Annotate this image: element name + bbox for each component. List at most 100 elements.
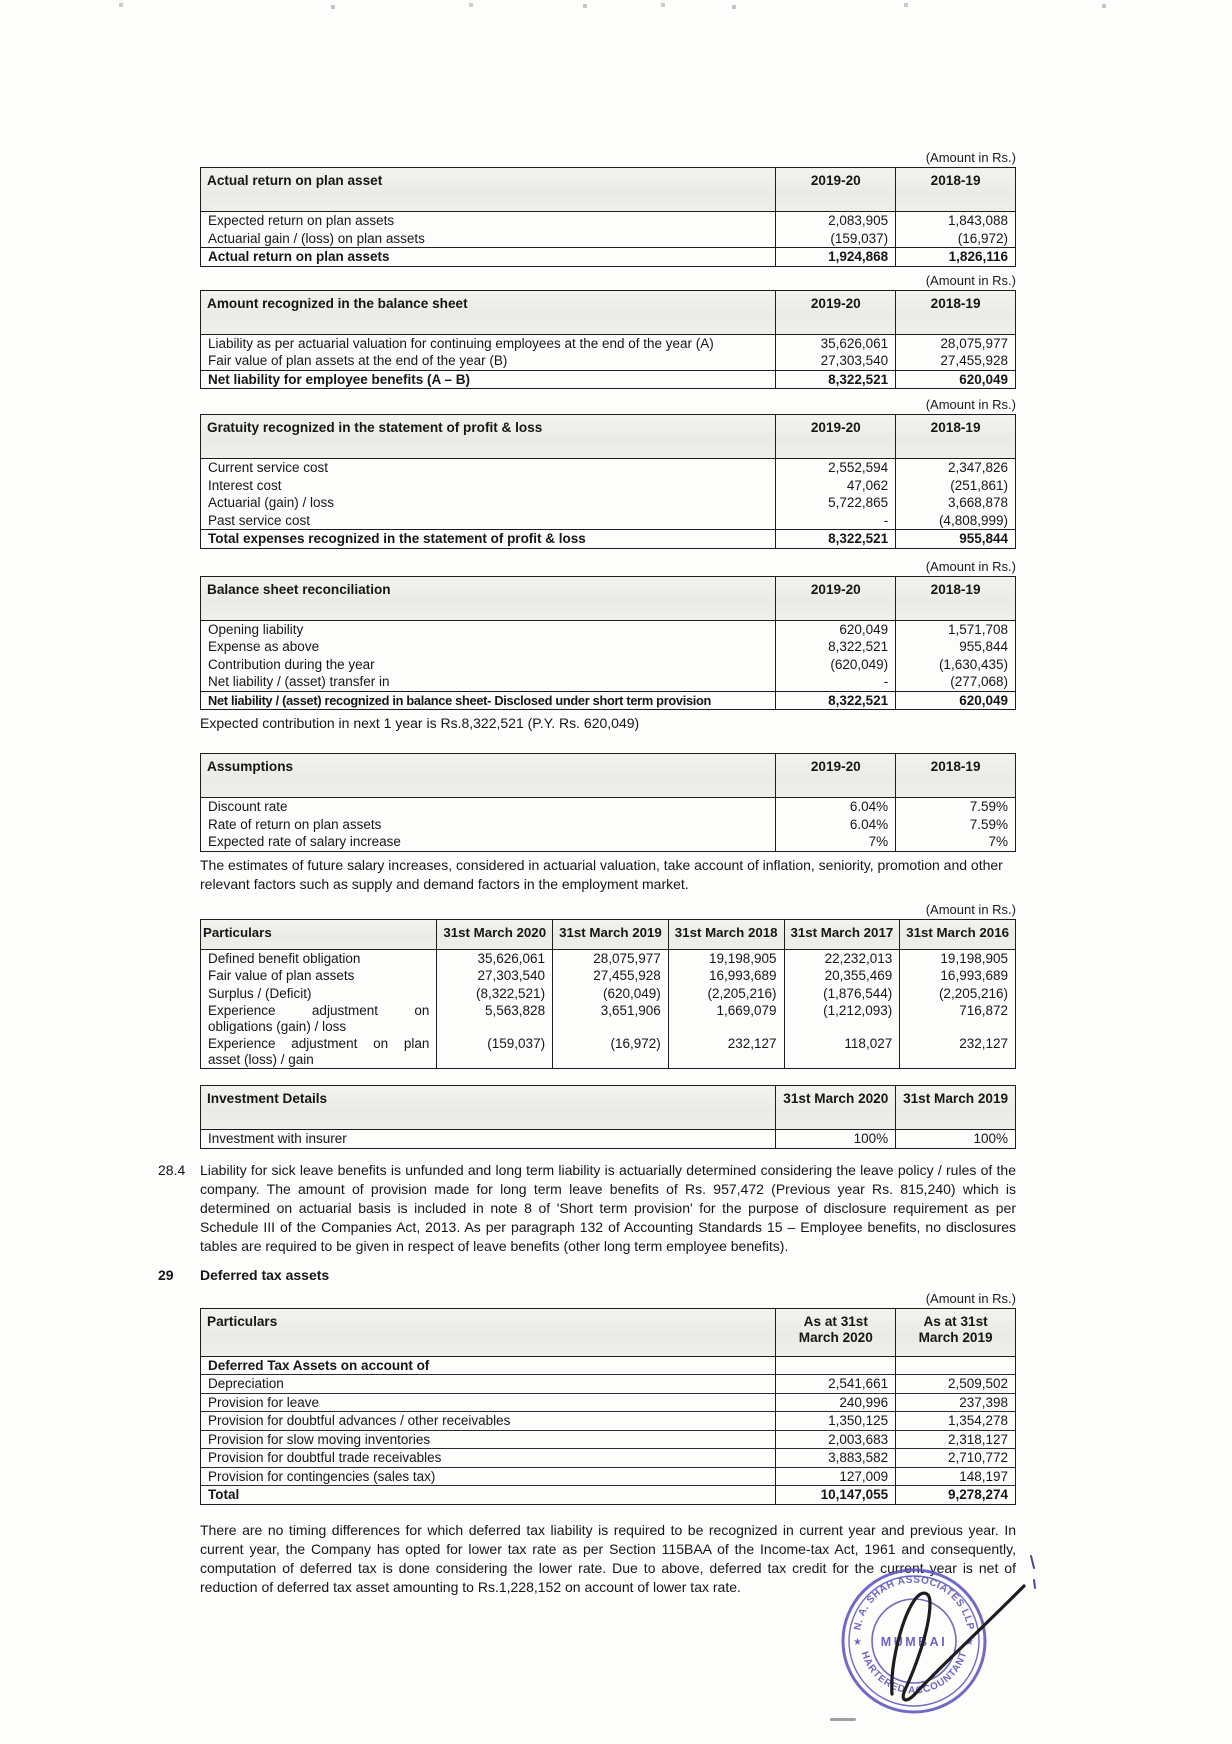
assumptions-table: Assumptions 2019-20 2018-19 Discount rate 6.…: [200, 753, 1016, 852]
row-label: Expense as above: [208, 639, 320, 654]
stamp-bottom-text: CHARTERED ACCOUNTANTS: [822, 1538, 969, 1696]
cell-value: 2,347,826: [895, 458, 1016, 477]
cell-value: 5,563,828: [436, 1002, 553, 1035]
cell-value: 2,083,905: [775, 211, 896, 230]
column-header: 31st March 2016: [899, 919, 1016, 950]
signature-stroke: [890, 1584, 1026, 1702]
table-header-row: Particulars As at 31st March 2020 As at 31…: [200, 1308, 1016, 1357]
cell-value: (2,205,216): [667, 984, 785, 1002]
column-header: 2018-19: [895, 167, 1016, 212]
cell-value: -: [775, 511, 896, 530]
row-label: Actuarial (gain) / loss: [208, 495, 335, 510]
table-row: Expected return on plan assets 2,083,905 1…: [201, 211, 1016, 230]
balance-sheet-reconciliation-table: Balance sheet reconciliation 2019-20 2018-…: [200, 575, 1016, 710]
row-label: Provision for leave: [200, 1393, 776, 1412]
actual-return-table: Actual return on plan asset 2019-20 2018-1…: [200, 167, 1016, 267]
cell-value: (1,212,093): [783, 1002, 900, 1035]
table-row: Total expenses recognized in the stateme…: [200, 529, 1016, 548]
row-label: Surplus / (Deficit): [208, 985, 312, 1001]
table-row: Net liability / (asset) recognized in ba…: [200, 690, 1016, 710]
cell-value: 16,993,689: [899, 967, 1016, 985]
auditor-stamp: N. A. SHAH ASSOCIATES LLP CHARTERED ACCO…: [822, 1538, 1056, 1732]
table-row: Experience adjustment on obligations (ga…: [201, 1002, 1016, 1035]
row-label: Past service cost: [208, 512, 311, 528]
cell-value: 19,198,905: [899, 949, 1016, 967]
cell-value: 7.59%: [895, 797, 1016, 816]
table-row: Experience adjustment on plan asset (los…: [201, 1035, 1016, 1069]
note-29-heading: 29 Deferred tax assets: [158, 1266, 1016, 1285]
table-row: Net liability for employee benefits (A –…: [200, 369, 1016, 389]
cell-value: 2,318,127: [895, 1430, 1016, 1449]
row-label: Expected return on plan assets: [208, 213, 395, 228]
cell-value: 100%: [775, 1129, 896, 1148]
cell-value: (16,972): [552, 1035, 669, 1069]
row-label: Experience adjustment on obligations (ga…: [208, 1003, 430, 1034]
cell-value: 7%: [775, 833, 896, 851]
column-header: 2019-20: [775, 576, 896, 621]
table-row: Net liability / (asset) transfer in - (277…: [201, 673, 1016, 691]
column-header: 2019-20: [775, 753, 896, 798]
amount-note: (Amount in Rs.): [925, 150, 1016, 165]
cell-value: 620,049: [775, 620, 896, 638]
row-label: Fair value of plan assets at the end of …: [208, 353, 508, 368]
table-title: Particulars: [200, 919, 437, 950]
table-row: Actuarial gain / (loss) on plan assets (1…: [201, 229, 1016, 248]
note-28-4: 28.4 Liability for sick leave benefits i…: [158, 1161, 1016, 1256]
row-label: Expected rate of salary increase: [208, 834, 401, 849]
cell-value: 100%: [895, 1129, 1016, 1148]
cell-value: 232,127: [899, 1035, 1016, 1069]
balance-sheet-amount-table: Amount recognized in the balance sheet 20…: [200, 289, 1016, 389]
cell-value: 2,552,594: [775, 458, 896, 477]
cell-value: -: [775, 673, 896, 691]
amount-note: (Amount in Rs.): [925, 1290, 1016, 1306]
row-label: Interest cost: [208, 477, 282, 493]
cell-value: 2,710,772: [895, 1448, 1016, 1468]
cell-value: 2,509,502: [895, 1374, 1016, 1394]
table-row: Deferred Tax Assets on account of: [200, 1356, 1016, 1375]
column-header: 2019-20: [775, 167, 896, 212]
row-label: Current service cost: [208, 460, 329, 475]
table-row: Discount rate 6.04% 7.59%: [201, 797, 1016, 816]
cell-value: 27,303,540: [436, 967, 553, 985]
cell-value: (16,972): [895, 229, 1016, 248]
cell-value: 6.04%: [775, 797, 896, 816]
table-row: Expense as above 8,322,521 955,844: [201, 638, 1016, 656]
column-header: 2018-19: [895, 576, 1016, 621]
cell-value: [895, 1356, 1016, 1375]
table-row: Liability as per actuarial valuation for…: [201, 334, 1016, 352]
cell-value: 716,872: [899, 1002, 1016, 1035]
column-header: 31st March 2020: [436, 919, 553, 950]
column-header: As at 31st March 2019: [895, 1308, 1016, 1357]
cell-value: 16,993,689: [667, 967, 785, 985]
row-label: Total: [200, 1485, 776, 1504]
table-title: Assumptions: [200, 753, 776, 798]
table-title: Balance sheet reconciliation: [200, 576, 776, 621]
cell-value: 9,278,274: [895, 1485, 1016, 1504]
cell-value: (1,630,435): [895, 655, 1016, 673]
table-row: Actuarial (gain) / loss 5,722,865 3,668,87…: [201, 494, 1016, 512]
stamp-center-text: MUMBAI: [881, 1635, 947, 1649]
pen-marks: [1030, 1555, 1036, 1589]
cell-value: 127,009: [775, 1467, 896, 1486]
salary-estimates-note: The estimates of future salary increases…: [200, 856, 1003, 892]
table-title: Gratuity recognized in the statement of …: [200, 414, 776, 459]
cell-value: 620,049: [895, 690, 1016, 710]
column-header: 31st March 2019: [552, 919, 669, 950]
cell-value: 2,003,683: [775, 1430, 896, 1449]
cell-value: (1,876,544): [783, 984, 900, 1002]
cell-value: 955,844: [895, 529, 1016, 548]
table-row: Provision for doubtful trade receivables…: [200, 1448, 1016, 1468]
row-label: Provision for doubtful advances / other …: [200, 1411, 776, 1431]
table-title: Actual return on plan asset: [200, 167, 776, 212]
cell-value: 19,198,905: [667, 949, 785, 967]
table-row: Depreciation 2,541,661 2,509,502: [200, 1374, 1016, 1394]
five-year-history-table: Particulars 31st March 2020 31st March 201…: [200, 918, 1016, 1069]
cell-value: 232,127: [667, 1035, 785, 1069]
gratuity-profit-loss-table: Gratuity recognized in the statement of …: [200, 414, 1016, 549]
row-label: Defined benefit obligation: [208, 950, 361, 966]
column-header: 31st March 2017: [783, 919, 900, 950]
cell-value: 47,062: [775, 476, 896, 494]
row-label: Net liability / (asset) recognized in ba…: [200, 690, 776, 710]
cell-value: (620,049): [775, 655, 896, 673]
